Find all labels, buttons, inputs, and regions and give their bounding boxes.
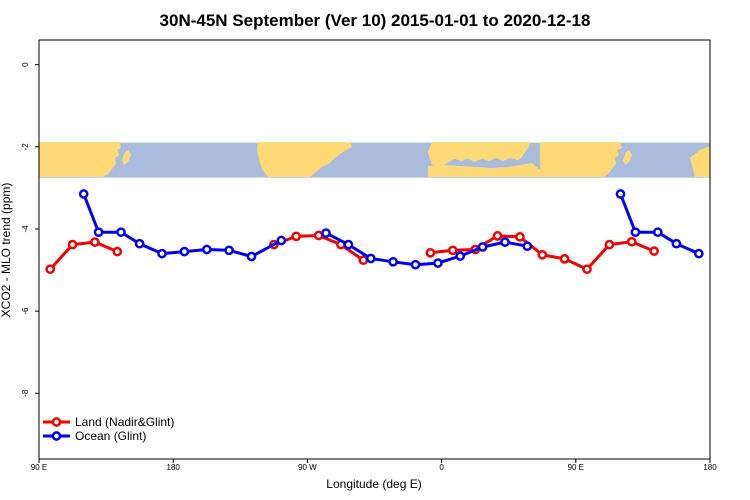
data-point	[582, 264, 592, 275]
japan-island	[122, 150, 131, 165]
x-tick-label: 180	[703, 463, 717, 472]
north-america-landmass	[257, 142, 352, 177]
asia-landmass	[39, 142, 121, 177]
data-point	[365, 253, 376, 264]
data-point	[693, 248, 704, 259]
data-point	[358, 255, 369, 266]
data-point	[343, 239, 354, 250]
data-point	[455, 251, 466, 261]
data-point	[134, 238, 145, 249]
data-point	[492, 231, 503, 241]
x-tick-label: 180	[167, 463, 181, 472]
data-point	[321, 228, 331, 238]
data-point	[224, 245, 234, 256]
series-layer	[45, 189, 704, 275]
data-point	[537, 249, 548, 260]
series-line-segment	[325, 231, 528, 267]
data-point	[652, 227, 663, 238]
data-point	[515, 231, 525, 242]
plot-area	[38, 39, 711, 460]
data-point	[179, 246, 190, 257]
data-point	[447, 245, 458, 256]
data-point	[433, 258, 443, 268]
x-tick-label: 90 E	[31, 463, 47, 472]
legend-item: Land (Nadir&Glint)	[43, 415, 174, 429]
data-point	[116, 227, 126, 238]
y-tick-label: 0	[21, 62, 30, 67]
legend-marker	[51, 431, 62, 441]
data-point	[477, 242, 488, 252]
europe-landmass	[428, 142, 530, 167]
series-ocean	[78, 189, 704, 270]
japan-island-repeat	[623, 150, 632, 165]
series-line-segment	[82, 193, 283, 258]
data-point	[45, 264, 56, 275]
data-point	[615, 189, 626, 199]
legend-item: Ocean (Glint)	[43, 429, 146, 443]
data-point	[93, 227, 104, 238]
y-tick-label: -2	[21, 143, 30, 151]
x-axis: 90 E 180 90 W 0 90 E 180	[31, 459, 717, 472]
data-point	[313, 230, 324, 241]
legend-label: Land (Nadir&Glint)	[75, 415, 174, 429]
x-tick-label: 90 E	[568, 463, 584, 472]
legend: Land (Nadir&Glint)Ocean (Glint)	[43, 415, 174, 443]
data-point	[410, 259, 421, 270]
y-axis: 0 -2 -4 -6 -8	[21, 62, 39, 397]
data-point	[157, 248, 167, 259]
data-point	[78, 189, 89, 199]
y-tick-label: -6	[21, 307, 30, 315]
data-point	[626, 236, 637, 247]
data-point	[388, 256, 398, 267]
x-tick-label: 90 W	[298, 463, 317, 472]
data-point	[90, 237, 100, 247]
x-tick-label: 0	[439, 463, 444, 472]
data-point	[630, 227, 641, 238]
asia-landmass-repeat	[540, 142, 622, 177]
x-axis-label: Longitude (deg E)	[326, 477, 421, 491]
data-point	[671, 238, 682, 249]
data-point	[276, 235, 287, 246]
data-point	[67, 239, 78, 250]
plot-background	[39, 40, 710, 459]
legend-marker	[51, 417, 62, 427]
africa-middle-east-landmass	[428, 163, 548, 177]
chart-title: 30N-45N September (Ver 10) 2015-01-01 to…	[160, 11, 591, 30]
land-shapes	[39, 142, 710, 177]
pacific-edge-land	[690, 146, 710, 177]
y-tick-label: -8	[21, 389, 30, 397]
data-point	[425, 247, 436, 258]
data-point	[112, 246, 123, 257]
data-point	[201, 244, 212, 255]
data-point	[291, 231, 302, 242]
data-point	[559, 254, 570, 264]
y-axis-label: XCO2 - MLO trend (ppm)	[0, 183, 13, 318]
legend-label: Ocean (Glint)	[75, 429, 146, 443]
data-point	[246, 251, 257, 262]
plot-frame	[38, 39, 711, 460]
data-point	[604, 239, 615, 250]
series-line-segment	[49, 240, 118, 271]
y-tick-label: -4	[21, 225, 30, 233]
data-point	[500, 237, 510, 247]
world-map-band	[39, 142, 710, 178]
data-point	[522, 241, 533, 252]
data-point	[649, 246, 659, 256]
